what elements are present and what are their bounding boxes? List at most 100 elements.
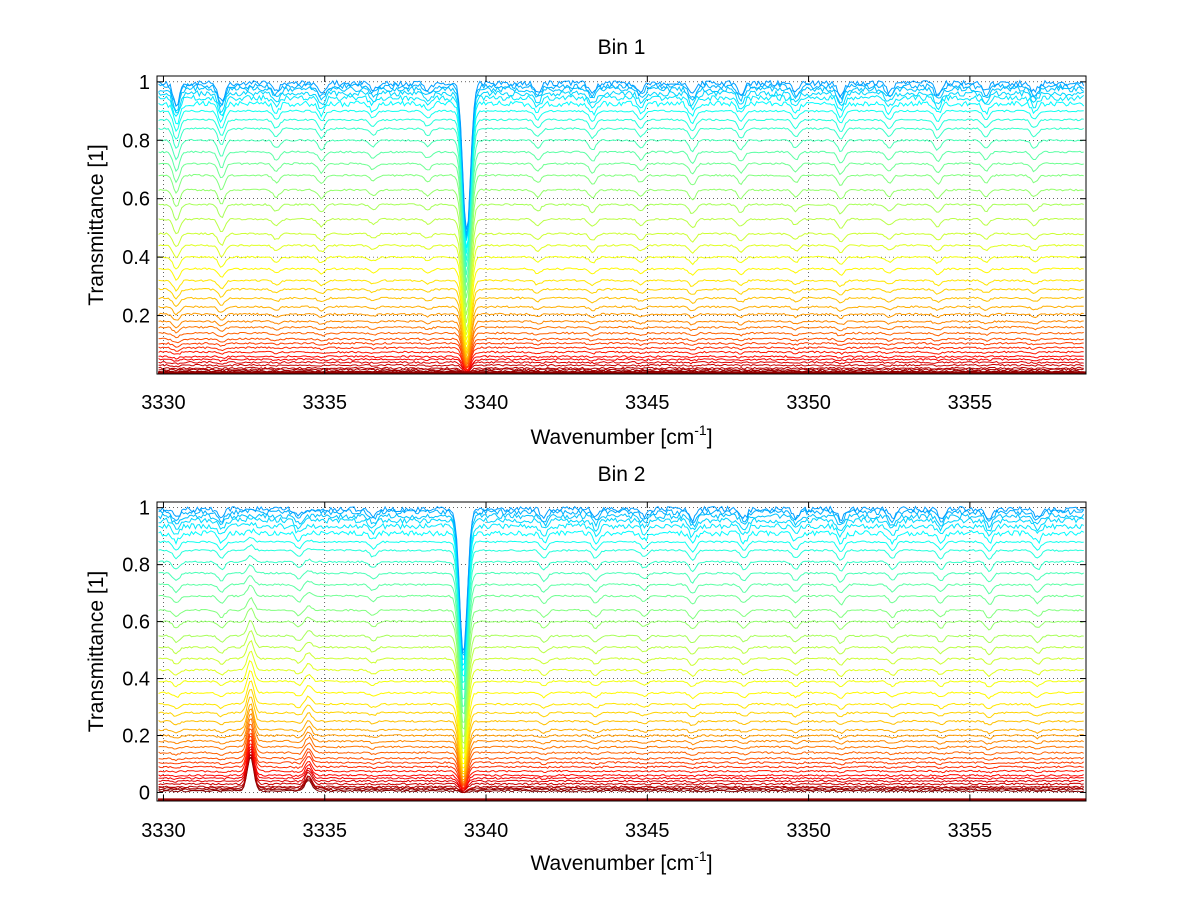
spectrum-line (158, 354, 1084, 372)
spectrum-line (158, 733, 1084, 787)
spectrum-line (158, 162, 1084, 291)
y-axis-label: Transmittance [1] (85, 144, 108, 305)
spectrum-line (158, 536, 1084, 677)
spectrum-line (158, 287, 1084, 355)
spectrum-line (158, 748, 1084, 791)
x-tick-label: 3345 (625, 392, 670, 414)
spectrum-line (158, 363, 1084, 373)
spectrum-line (158, 312, 1084, 362)
spectrum-line (158, 619, 1084, 738)
spectrum-line (158, 150, 1084, 283)
spectrum-line (158, 505, 1084, 653)
x-tick-label: 3355 (948, 392, 993, 414)
plot-area (157, 502, 1086, 801)
spectrum-line (158, 688, 1084, 773)
spectrum-line (158, 203, 1084, 316)
y-tick-label: 0.2 (122, 306, 150, 328)
spectrum-line (158, 127, 1084, 267)
spectrum-line (158, 267, 1084, 346)
spectrum-line (158, 232, 1084, 331)
spectrum-line (158, 350, 1084, 371)
x-tick-label: 3330 (141, 820, 186, 842)
spectrum-line (158, 575, 1084, 708)
spectrum-line (158, 607, 1084, 730)
spectrum-line (158, 754, 1084, 793)
spectrum-line (158, 743, 1084, 790)
spectrum-line (158, 516, 1084, 661)
x-tick-label: 3335 (302, 392, 347, 414)
y-tick-label: 0.6 (122, 612, 150, 634)
axes-frame (156, 75, 1087, 375)
spectrum-line (158, 660, 1084, 760)
spectrum-line (158, 217, 1084, 324)
spectrum-line (158, 739, 1084, 789)
spectrum-line (158, 255, 1084, 342)
spectrum-line (158, 708, 1084, 781)
spectrum-line (158, 331, 1084, 367)
spectrum-line (158, 138, 1084, 276)
spectrum-line (158, 94, 1085, 241)
chart-title: Bin 1 (598, 36, 646, 59)
spectrum-line (158, 718, 1084, 784)
spectrum-line (158, 296, 1084, 359)
spectrum-line (158, 703, 1084, 778)
x-tick-label: 3350 (786, 392, 831, 414)
spectrum-line (158, 109, 1084, 254)
spectrum-line (158, 82, 1084, 236)
x-axis-label: Wavenumber [cm-1] (530, 848, 712, 875)
spectrum-line (158, 85, 1084, 238)
spectrum-line (158, 528, 1084, 673)
spectrum-line (158, 346, 1084, 370)
y-tick-label: 0.6 (122, 189, 150, 211)
x-tick-label: 3350 (786, 820, 831, 842)
y-tick-label: 0.4 (122, 669, 150, 691)
spectrum-line (158, 100, 1085, 249)
chart-title: Bin 2 (598, 463, 646, 486)
y-axis-label: Transmittance [1] (85, 571, 108, 732)
spectrum-line (158, 341, 1084, 370)
x-axis-label: Wavenumber [cm-1] (530, 422, 712, 449)
x-tick-label: 3340 (464, 392, 509, 414)
spectrum-line (158, 728, 1085, 786)
y-tick-label: 0 (139, 782, 150, 804)
spectrum-line (158, 713, 1084, 782)
x-tick-label: 3355 (948, 820, 993, 842)
spectrum-line (158, 750, 1084, 791)
spectrum-line (158, 173, 1084, 299)
spectrum-line (158, 735, 1084, 788)
spectrum-line (158, 357, 1084, 373)
spectrum-line (158, 670, 1084, 765)
plot-area (157, 76, 1086, 374)
spectrum-line (158, 521, 1084, 667)
spectrum-line (158, 544, 1084, 684)
spectrum-line (158, 118, 1084, 261)
spectrum-line (158, 188, 1084, 308)
y-tick-label: 1 (139, 498, 150, 520)
spectrum-line (158, 680, 1084, 769)
spectrum-line (158, 640, 1084, 750)
spectrum-line (158, 360, 1084, 373)
spectrum-line (158, 79, 1085, 230)
spectrum-line (158, 696, 1084, 775)
chart-panel-bin-2: 3330 3335 3340 3345 3350 3355 0 0.2 0.4 0.6 0.8 1 Bi… (85, 463, 1087, 875)
spectrum-line (158, 325, 1084, 367)
spectrum-line (158, 512, 1085, 657)
spectrum-line (158, 89, 1084, 239)
y-tick-label: 0.8 (122, 130, 150, 152)
spectrum-line (158, 723, 1084, 785)
chart-panel-bin-1: 3330 3335 3340 3345 3350 3355 0.2 0.4 0.6 0.8 1 Bin… (85, 36, 1087, 449)
spectrum-line (158, 244, 1084, 336)
spectrum-line (158, 369, 1084, 374)
y-tick-label: 0.8 (122, 555, 150, 577)
y-tick-label: 0.2 (122, 726, 150, 748)
spectrum-line (158, 630, 1084, 745)
x-tick-label: 3330 (141, 392, 186, 414)
spectrum-line (158, 745, 1084, 791)
spectrum-line (158, 305, 1084, 361)
spectrum-line (158, 337, 1084, 368)
spectrum-line (158, 584, 1084, 715)
y-tick-label: 0.4 (122, 247, 150, 269)
spectrum-line (158, 366, 1084, 375)
x-tick-label: 3335 (302, 820, 347, 842)
